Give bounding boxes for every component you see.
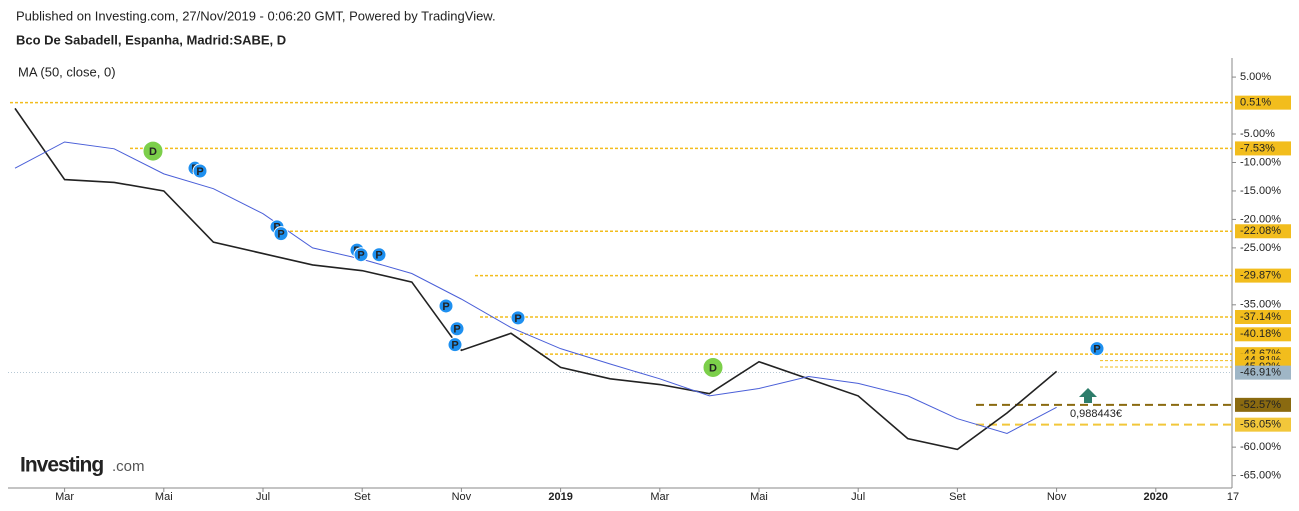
level-label: -22.08%: [1240, 225, 1281, 237]
level-label: -37.14%: [1240, 311, 1281, 323]
event-label: P: [514, 313, 521, 325]
level-label: 0.51%: [1240, 97, 1271, 109]
event-marker: [702, 356, 724, 378]
level-label-box: [1235, 141, 1291, 156]
level-label: -29.87%: [1240, 270, 1281, 282]
x-tick-label: Mai: [750, 491, 768, 503]
level-label-box: [1235, 397, 1291, 412]
brand-suffix: .com: [112, 458, 145, 475]
level-label: -7.53%: [1240, 142, 1275, 154]
event-label: P: [277, 229, 284, 241]
event-marker: [1089, 341, 1105, 357]
price-label: 0,988443€: [1070, 408, 1122, 420]
level-label: -52.57%: [1240, 399, 1281, 411]
event-marker: [142, 140, 164, 162]
event-label: D: [709, 362, 717, 374]
level-label-box: [1235, 309, 1291, 324]
y-tick-label: -60.00%: [1240, 441, 1281, 453]
y-tick-label: -20.00%: [1240, 213, 1281, 225]
y-tick-label: -5.00%: [1240, 128, 1275, 140]
y-tick-label: -35.00%: [1240, 299, 1281, 311]
x-tick-label: Mai: [155, 491, 173, 503]
x-tick-label: Nov: [452, 491, 472, 503]
event-marker: [192, 163, 208, 179]
event-label: P: [357, 250, 364, 262]
chart-subtitle: Published on Investing.com, 27/Nov/2019 …: [16, 8, 496, 23]
chart-title: Bco De Sabadell, Espanha, Madrid:SABE, D: [16, 32, 286, 47]
ma-line: [14, 141, 1057, 435]
y-tick-label: -15.00%: [1240, 185, 1281, 197]
level-label-box: [1235, 365, 1291, 380]
legend-entry: MA (50, close, 0): [18, 64, 116, 79]
event-marker: [371, 247, 387, 263]
event-label: P: [453, 324, 460, 336]
level-label-box: [1235, 417, 1291, 432]
event-marker: [273, 226, 289, 242]
x-tick-label: 17: [1227, 491, 1239, 503]
event-label: P: [196, 166, 203, 178]
x-tick-label: Mar: [650, 491, 669, 503]
event-label: P: [451, 340, 458, 352]
event-label: D: [149, 146, 157, 158]
arrow-icon: [1079, 388, 1097, 403]
level-label: -46.91%: [1240, 367, 1281, 379]
event-label: P: [375, 250, 382, 262]
y-tick-label: -65.00%: [1240, 470, 1281, 482]
y-tick-label: 5.00%: [1240, 71, 1271, 83]
x-tick-label: Mar: [55, 491, 74, 503]
level-label-box: [1235, 327, 1291, 342]
price-line: [14, 107, 1058, 451]
event-marker: [353, 247, 369, 263]
brand-logo: Investing: [20, 454, 103, 477]
event-label: P: [1093, 344, 1100, 356]
event-marker: [447, 337, 463, 353]
x-tick-label: Jul: [851, 491, 865, 503]
y-tick-label: -25.00%: [1240, 242, 1281, 254]
level-label-box: [1235, 95, 1291, 110]
level-label-box: [1235, 224, 1291, 239]
y-tick-label: -10.00%: [1240, 156, 1281, 168]
x-tick-label: Set: [949, 491, 966, 503]
event-label: P: [442, 301, 449, 313]
x-tick-label: 2020: [1144, 491, 1168, 503]
event-marker: [449, 321, 465, 337]
level-label: -56.05%: [1240, 419, 1281, 431]
level-label-box: [1235, 268, 1291, 283]
level-label: -40.18%: [1240, 328, 1281, 340]
x-tick-label: Nov: [1047, 491, 1067, 503]
x-tick-label: Set: [354, 491, 371, 503]
event-marker: [510, 310, 526, 326]
event-marker: [438, 298, 454, 314]
x-tick-label: Jul: [256, 491, 270, 503]
x-tick-label: 2019: [548, 491, 572, 503]
